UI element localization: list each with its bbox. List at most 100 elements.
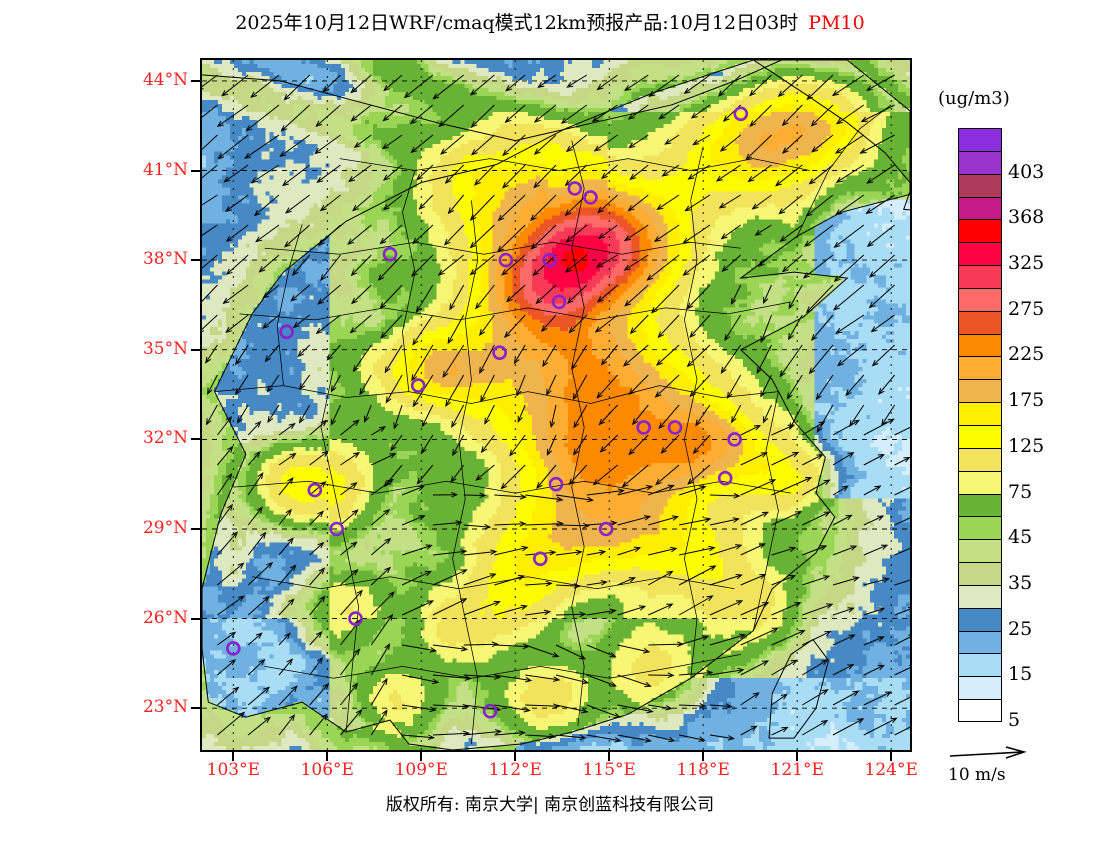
station-marker[interactable] (492, 345, 507, 361)
colorbar-tick-label-75: 75 (1008, 481, 1032, 503)
colorbar-swatch (958, 699, 1002, 722)
colorbar-swatch (958, 333, 1002, 357)
station-marker[interactable] (548, 476, 564, 492)
colorbar-swatch (958, 265, 1002, 288)
station-marker[interactable] (733, 106, 749, 122)
colorbar-swatch (958, 356, 1002, 380)
colorbar-swatch (958, 150, 1002, 174)
colorbar-tick-label-15: 15 (1008, 663, 1032, 685)
lon-tick-label-124: 124°E (851, 760, 931, 780)
station-marker[interactable] (551, 294, 567, 310)
map-plot-area[interactable] (200, 58, 912, 752)
colorbar-swatch (958, 379, 1002, 403)
lon-tick-mark (796, 752, 799, 761)
lon-tick-mark (326, 752, 329, 761)
lat-tick-label-38: 38°N (108, 249, 188, 269)
colorbar-tick-label-225: 225 (1008, 343, 1044, 365)
wind-scale-label: 10 m/s (948, 765, 1006, 785)
colorbar-tick-label-125: 125 (1008, 435, 1044, 457)
station-marker[interactable] (583, 190, 598, 205)
lon-tick-label-103: 103°E (193, 760, 273, 780)
colorbar-swatch (958, 242, 1002, 266)
lat-tick-label-26: 26°N (108, 608, 188, 628)
station-marker[interactable] (279, 324, 294, 340)
station-marker[interactable] (348, 611, 363, 626)
lon-tick-label-112: 112°E (475, 760, 555, 780)
lon-tick-mark (702, 752, 705, 761)
colorbar-tick-label-5: 5 (1008, 709, 1020, 731)
colorbar-swatch (958, 402, 1002, 425)
colorbar-swatch (958, 584, 1002, 608)
lon-tick-label-106: 106°E (287, 760, 367, 780)
colorbar-swatch (958, 128, 1002, 151)
lat-tick-mark (191, 169, 200, 172)
lat-tick-label-23: 23°N (108, 697, 188, 717)
colorbar-tick-label-45: 45 (1008, 526, 1032, 548)
colorbar-swatch (958, 539, 1002, 563)
copyright-footer: 版权所有: 南京大学| 南京创蓝科技有限公司 (0, 790, 1100, 815)
colorbar-swatch (958, 196, 1002, 220)
lat-tick-label-44: 44°N (108, 70, 188, 90)
station-marker[interactable] (717, 470, 733, 486)
station-marker[interactable] (498, 252, 514, 268)
lon-tick-label-118: 118°E (663, 760, 743, 780)
colorbar[interactable] (958, 128, 1002, 722)
colorbar-swatch (958, 287, 1002, 311)
lon-tick-mark (420, 752, 423, 761)
colorbar-swatch (958, 493, 1002, 517)
station-marker[interactable] (225, 641, 241, 656)
station-marker[interactable] (482, 703, 498, 719)
lon-tick-mark (890, 752, 893, 761)
station-marker[interactable] (382, 246, 398, 262)
lon-tick-label-109: 109°E (381, 760, 461, 780)
station-marker[interactable] (307, 482, 323, 498)
colorbar-swatch (958, 653, 1002, 677)
station-marker[interactable] (667, 420, 683, 435)
lon-tick-label-121: 121°E (757, 760, 837, 780)
map-canvas (202, 60, 910, 750)
colorbar-tick-label-175: 175 (1008, 389, 1044, 411)
colorbar-tick-label-275: 275 (1008, 298, 1044, 320)
colorbar-tick-label-35: 35 (1008, 572, 1032, 594)
lat-tick-label-29: 29°N (108, 518, 188, 538)
colorbar-swatch (958, 470, 1002, 494)
colorbar-swatch (958, 607, 1002, 631)
lon-tick-mark (232, 752, 235, 761)
station-marker[interactable] (329, 521, 344, 537)
lat-tick-mark (191, 259, 200, 262)
colorbar-swatch (958, 173, 1002, 197)
title-species-text: PM10 (808, 12, 864, 34)
colorbar-swatch (958, 562, 1002, 585)
station-marker[interactable] (567, 181, 583, 196)
lat-tick-mark (191, 438, 200, 441)
arrow-right-icon (949, 746, 1027, 759)
lat-tick-label-35: 35°N (108, 339, 188, 359)
lon-tick-mark (608, 752, 611, 761)
page-title: 2025年10月12日WRF/cmaq模式12km预报产品:10月12日03时 P… (0, 8, 1100, 35)
lat-tick-mark (191, 617, 200, 620)
colorbar-tick-label-325: 325 (1008, 252, 1044, 274)
station-marker-layer (225, 106, 749, 719)
station-marker[interactable] (727, 432, 742, 447)
colorbar-units-label: (ug/m3) (938, 88, 1010, 109)
lat-tick-mark (191, 707, 200, 710)
colorbar-tick-label-403: 403 (1008, 161, 1044, 183)
colorbar-swatch (958, 310, 1002, 334)
lat-tick-mark (191, 527, 200, 530)
lat-tick-mark (191, 348, 200, 351)
station-marker[interactable] (542, 252, 558, 268)
lat-tick-label-32: 32°N (108, 428, 188, 448)
lat-tick-label-41: 41°N (108, 160, 188, 180)
station-marker[interactable] (598, 521, 614, 537)
lon-tick-label-115: 115°E (569, 760, 649, 780)
lat-tick-mark (191, 79, 200, 82)
station-marker[interactable] (636, 420, 652, 435)
colorbar-tick-label-368: 368 (1008, 206, 1044, 228)
wind-vector-layer (202, 74, 910, 743)
colorbar-swatch (958, 219, 1002, 243)
station-marker[interactable] (410, 378, 426, 393)
colorbar-swatch (958, 676, 1002, 700)
colorbar-swatch (958, 424, 1002, 448)
station-marker[interactable] (532, 551, 548, 567)
